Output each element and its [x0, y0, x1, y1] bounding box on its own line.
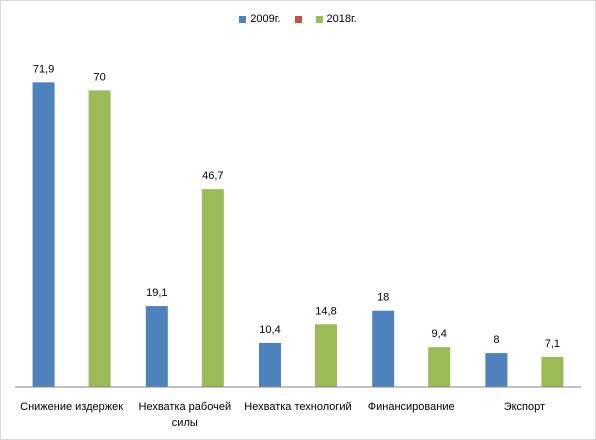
bar	[315, 324, 337, 387]
bar	[428, 347, 451, 387]
x-tick-label: Нехватка рабочей силы	[138, 401, 232, 429]
value-label: 71,9	[33, 63, 54, 75]
value-label: 70	[93, 71, 105, 83]
value-label: 19,1	[146, 287, 167, 299]
bar	[541, 356, 564, 387]
value-label: 8	[493, 334, 499, 346]
legend: 2009г. 2018г.	[1, 12, 595, 26]
legend-item: 2018г.	[315, 12, 357, 26]
bar	[372, 310, 395, 387]
value-label: 14,8	[315, 305, 336, 317]
x-tick-label: Экспорт	[503, 401, 546, 413]
legend-swatch	[239, 15, 247, 23]
x-tick-label: Нехватка технологий	[244, 401, 352, 413]
legend-label: 2009г.	[250, 13, 281, 25]
value-label: 46,7	[202, 170, 223, 182]
legend-label: 2018г.	[326, 13, 357, 25]
bar	[88, 90, 111, 387]
bar	[32, 82, 55, 387]
legend-item	[294, 12, 302, 26]
value-label: 9,4	[432, 328, 447, 340]
legend-swatch	[294, 15, 302, 23]
x-tick-label: Финансирование	[367, 401, 455, 413]
bar	[259, 342, 281, 387]
value-label: 18	[377, 292, 389, 304]
value-label: 7,1	[545, 338, 560, 350]
bar	[145, 306, 168, 387]
legend-item: 2009г.	[239, 12, 281, 26]
value-label: 10,4	[259, 324, 280, 336]
bar	[485, 353, 508, 387]
bar	[201, 189, 224, 387]
x-tick-label: Снижение издержек	[20, 401, 124, 413]
legend-swatch	[315, 15, 323, 23]
